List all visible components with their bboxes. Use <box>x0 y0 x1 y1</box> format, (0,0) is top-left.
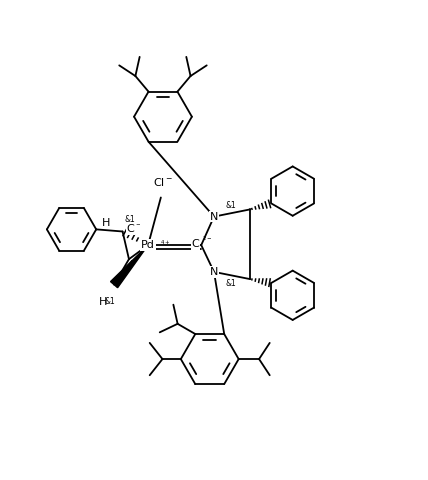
Text: &1: &1 <box>226 279 236 288</box>
Text: C: C <box>127 224 134 234</box>
Text: $^{4+}$: $^{4+}$ <box>160 240 170 248</box>
Text: $^{2-}$: $^{2-}$ <box>202 236 213 244</box>
Text: N: N <box>210 267 218 277</box>
Text: &1: &1 <box>125 215 135 224</box>
Text: N: N <box>210 212 218 222</box>
Polygon shape <box>110 245 148 288</box>
Text: &1: &1 <box>104 297 115 306</box>
Text: C: C <box>191 239 199 249</box>
Text: Cl$^-$: Cl$^-$ <box>153 176 173 188</box>
Text: $^{-}$: $^{-}$ <box>135 221 141 229</box>
Text: &1: &1 <box>226 201 236 210</box>
Text: H: H <box>99 298 107 307</box>
Text: Pd: Pd <box>141 240 155 250</box>
Text: H: H <box>102 218 111 228</box>
